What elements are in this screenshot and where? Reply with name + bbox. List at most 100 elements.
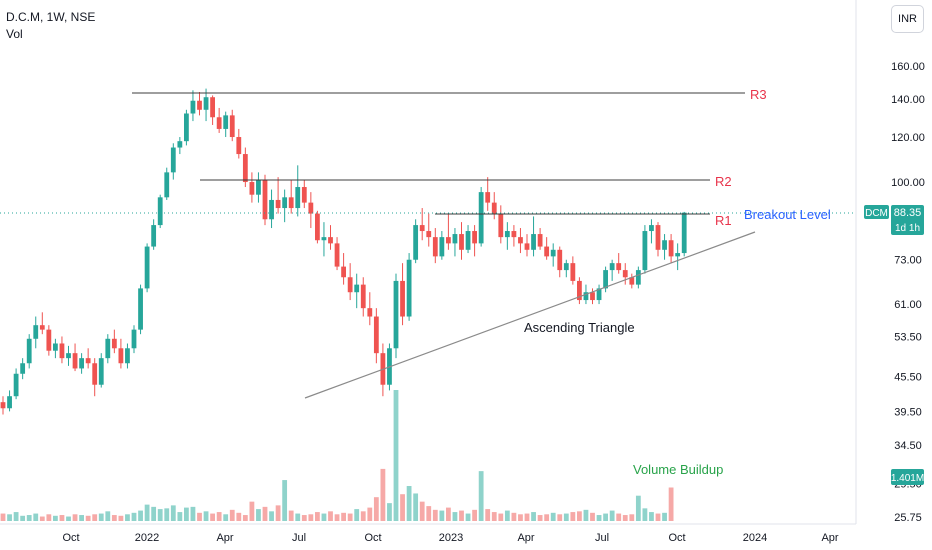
volume-buildup-label: Volume Buildup	[633, 462, 723, 477]
volume-bar	[151, 506, 157, 521]
volume-bar	[59, 515, 65, 521]
volume-bar	[308, 514, 314, 521]
candle-body	[210, 97, 215, 118]
candle	[367, 292, 373, 326]
volume-bar	[242, 515, 248, 521]
candle	[203, 88, 209, 122]
volume-bar	[131, 512, 137, 521]
candle-body	[406, 259, 412, 317]
candle-body	[125, 348, 130, 364]
candle	[301, 179, 307, 209]
volume-bar	[524, 513, 530, 521]
volume-bar	[446, 507, 451, 521]
candle-body	[46, 329, 52, 351]
volume-bar	[400, 494, 405, 521]
candle	[256, 172, 261, 203]
volume-bar	[478, 471, 484, 521]
candle-body	[635, 270, 641, 285]
volume-bar	[662, 512, 667, 521]
ascending-trendline[interactable]	[304, 231, 756, 399]
candle	[242, 147, 248, 188]
candle-body	[537, 234, 543, 247]
candle	[282, 189, 288, 223]
candle	[111, 329, 117, 354]
volume-bar	[111, 515, 117, 521]
candle	[432, 228, 438, 264]
candle-body	[354, 284, 360, 293]
volume-bar	[373, 497, 379, 521]
candle-body	[328, 237, 333, 244]
candle	[590, 288, 595, 305]
candle-body	[393, 280, 399, 349]
x-tick-label: 2024	[743, 532, 767, 544]
volume-bar	[249, 501, 255, 521]
volume-bar	[629, 514, 635, 521]
volume-bar	[406, 486, 412, 521]
candle-body	[170, 147, 176, 173]
volume-bar	[26, 515, 32, 521]
candle-body	[400, 280, 405, 317]
candle	[557, 246, 563, 278]
y-tick-label: 73.00	[894, 255, 922, 267]
candle-body	[524, 243, 530, 250]
candle-body	[596, 288, 602, 301]
candle	[550, 243, 556, 267]
candle	[544, 237, 550, 260]
candle-body	[681, 212, 687, 254]
candle-body	[269, 199, 274, 220]
y-tick-label: 34.50	[894, 440, 922, 452]
x-tick-label: 2022	[135, 532, 159, 544]
x-tick-label: 2023	[439, 532, 463, 544]
volume-bar	[138, 510, 143, 521]
candle-body	[518, 237, 523, 244]
candle-body	[301, 187, 307, 203]
volume-bar	[557, 514, 563, 521]
x-tick-label: Apr	[821, 532, 838, 544]
candle-body	[262, 179, 268, 220]
volume-bar	[577, 511, 582, 521]
candle-body	[39, 325, 45, 330]
currency-button[interactable]: INR	[891, 5, 924, 33]
level-label-r1: R1	[715, 213, 732, 228]
y-tick-label: 140.00	[891, 94, 925, 106]
candle	[649, 219, 654, 244]
volume-bar	[465, 513, 471, 521]
volume-bar	[262, 506, 268, 521]
candle	[465, 225, 471, 254]
candle	[413, 219, 419, 264]
candle	[563, 259, 569, 278]
candle	[459, 222, 464, 260]
candle	[190, 90, 196, 122]
candle	[138, 284, 143, 335]
candle-body	[642, 231, 648, 271]
candle	[59, 336, 65, 364]
candle-body	[203, 97, 209, 110]
candle	[524, 234, 530, 257]
volume-bar	[216, 512, 222, 521]
candle	[393, 273, 399, 359]
volume-bar	[53, 515, 58, 521]
y-tick-label: 100.00	[891, 177, 925, 189]
candle-body	[131, 329, 137, 349]
volume-bar	[596, 515, 602, 521]
candle-body	[111, 338, 117, 349]
candle-body	[511, 231, 517, 238]
level-label-r2: R2	[715, 174, 732, 189]
candle	[210, 95, 215, 125]
volume-bar	[655, 513, 661, 521]
candle-body	[79, 358, 84, 369]
candle	[531, 216, 536, 257]
volume-bar	[92, 514, 98, 521]
volume-bar	[609, 510, 615, 521]
candle	[79, 353, 84, 374]
candle	[131, 325, 137, 354]
volume-bar	[269, 511, 274, 521]
volume-bar	[616, 513, 622, 521]
volume-bar	[125, 514, 130, 521]
candle-body	[465, 231, 471, 250]
candle-body	[157, 197, 163, 226]
candle-body	[20, 363, 26, 374]
candle-body	[426, 231, 432, 238]
candle	[53, 338, 58, 359]
